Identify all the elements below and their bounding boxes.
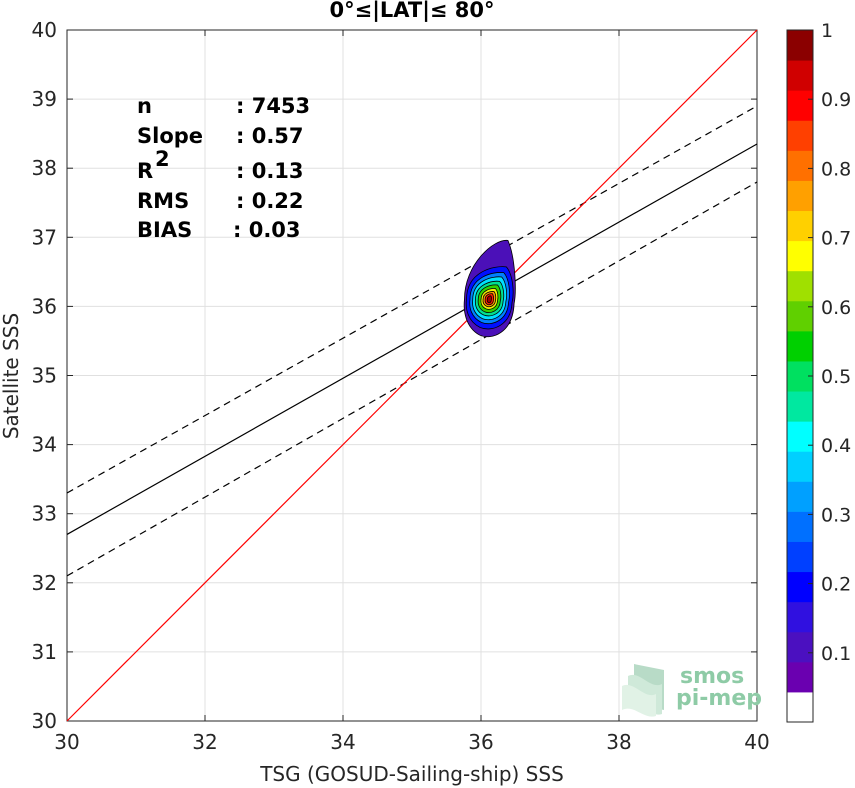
colorbar-segment: [787, 60, 813, 91]
y-axis-label: Satellite SSS: [0, 313, 23, 439]
colorbar-segment: [787, 90, 813, 121]
colorbar-tick-label: 0.9: [821, 89, 851, 111]
regression-lines: [66, 29, 758, 722]
colorbar-tick-label: 0.5: [821, 366, 851, 388]
y-tick-label: 30: [32, 709, 57, 733]
colorbar-segment: [787, 150, 813, 181]
stat-value: : 0.13: [236, 159, 304, 183]
stat-value: : 7453: [236, 94, 310, 118]
stat-key: RMS: [137, 189, 189, 213]
x-tick-label: 34: [330, 730, 355, 754]
colorbar-tick-label: 0.6: [821, 297, 851, 319]
stat-key: BIAS: [137, 218, 192, 242]
density-contour: [486, 295, 492, 304]
watermark-line2: pi-mep: [676, 686, 762, 711]
fit-line: [66, 143, 758, 535]
y-tick-label: 40: [32, 18, 57, 42]
colorbar-tick-label: 0.1: [821, 643, 851, 665]
colorbar-tick-label: 0.4: [821, 435, 851, 457]
smos-wave-icon: [622, 664, 664, 717]
colorbar-segment: [787, 270, 813, 302]
chart-title: 0°≤|LAT|≤ 80°: [329, 0, 494, 23]
colorbar-segment: [787, 391, 813, 422]
colorbar-segment: [787, 661, 813, 693]
colorbar-tick-label: 0.3: [821, 504, 851, 526]
colorbar-tick-label: 1: [821, 20, 833, 42]
watermark-logo: smos pi-mep: [622, 664, 762, 717]
colorbar-segment: [787, 601, 813, 633]
colorbar-segment: [787, 240, 813, 272]
watermark-line1: smos: [680, 664, 744, 689]
colorbar-segment: [787, 481, 813, 512]
colorbar-segment: [787, 210, 813, 242]
stat-key: R: [137, 159, 153, 183]
y-tick-label: 36: [32, 294, 57, 318]
y-tick-label: 32: [32, 571, 57, 595]
stat-key: Slope: [137, 124, 203, 148]
colorbar-segment: [787, 120, 813, 151]
x-tick-label: 36: [468, 730, 493, 754]
stat-value: : 0.57: [236, 124, 304, 148]
colorbar-segment: [787, 541, 813, 573]
fit-lower-line: [66, 181, 758, 577]
y-tick-label: 31: [32, 640, 57, 664]
colorbar-tick-label: 0.2: [821, 574, 851, 596]
colorbar-segment: [787, 421, 813, 452]
stat-key-sup: 2: [155, 147, 170, 171]
colorbar-tick-label: 0.7: [821, 228, 851, 250]
y-tick-label: 39: [32, 87, 57, 111]
x-axis-label: TSG (GOSUD-Sailing-ship) SSS: [259, 762, 564, 786]
plot-frame: [66, 29, 758, 722]
colorbar-segment: [787, 30, 813, 61]
y-tick-label: 34: [32, 433, 57, 457]
stat-value: : 0.03: [233, 218, 301, 242]
y-tick-label: 33: [32, 502, 57, 526]
density-contours: [463, 240, 516, 338]
colorbar-segment: [787, 330, 813, 362]
stat-key: n: [137, 94, 152, 118]
stat-value: : 0.22: [236, 189, 304, 213]
colorbar-segment: [787, 571, 813, 603]
colorbar-segment: [787, 511, 813, 542]
y-tick-label: 38: [32, 156, 57, 180]
colorbar-segment: [787, 691, 813, 723]
x-tick-label: 30: [54, 730, 79, 754]
y-tick-label: 37: [32, 225, 57, 249]
axes: 30 32 34 36 38 40 30 31 32 33 34 35 36 37 38 39 40: [32, 18, 770, 754]
colorbar-segment: [787, 300, 813, 332]
colorbar-segment: [787, 180, 813, 212]
x-tick-label: 38: [606, 730, 631, 754]
colorbar: 0.1 0.2 0.3 0.4 0.5 0.6 0.7 0.8 0.9 1: [786, 20, 851, 723]
stats-box: n : 7453 Slope : 0.57 R 2 : 0.13 RMS : 0.22 BIAS:…: [137, 94, 310, 242]
colorbar-tick-label: 0.8: [821, 158, 851, 180]
colorbar-segment: [787, 451, 813, 482]
identity-line: [66, 29, 758, 722]
x-tick-label: 40: [744, 730, 769, 754]
x-tick-label: 32: [192, 730, 217, 754]
colorbar-segment: [787, 631, 813, 663]
y-tick-label: 35: [32, 364, 57, 388]
